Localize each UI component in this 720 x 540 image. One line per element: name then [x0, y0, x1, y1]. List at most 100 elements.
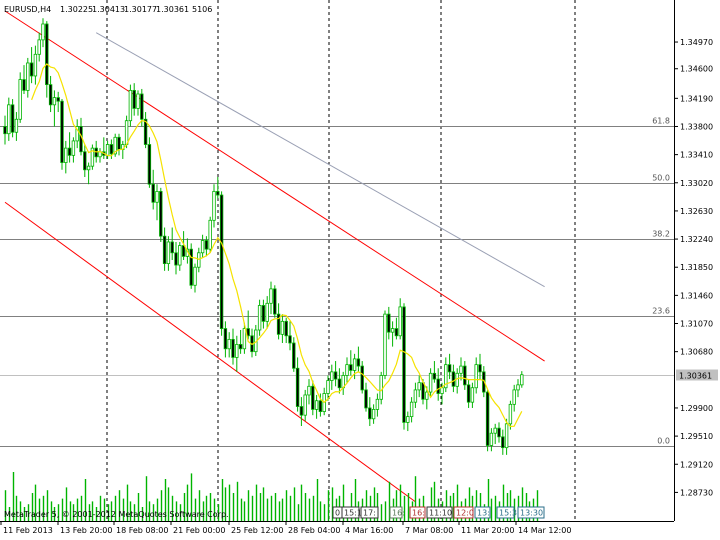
- candle-body: [208, 219, 212, 250]
- candle-body: [159, 191, 163, 237]
- candle: [75, 119, 79, 149]
- event-tag: 13:30: [517, 506, 545, 519]
- candle: [170, 227, 174, 260]
- candle: [67, 132, 72, 163]
- candle-body: [352, 358, 357, 371]
- candle-body: [231, 338, 235, 358]
- candle: [147, 137, 152, 188]
- candle-body: [147, 144, 152, 185]
- candle-body: [299, 406, 304, 416]
- candle: [379, 371, 383, 405]
- event-tag-label: 16:: [392, 509, 405, 518]
- candle: [292, 337, 296, 372]
- candle: [197, 247, 201, 273]
- candle-body: [151, 183, 155, 203]
- event-tag: 17:: [360, 506, 379, 519]
- ma-line: [31, 63, 523, 428]
- candle-body: [489, 432, 494, 446]
- candle: [368, 397, 372, 426]
- y-tick-label: 1.29900: [680, 404, 713, 413]
- candle-body: [238, 344, 243, 350]
- candle: [223, 321, 228, 358]
- event-tag-box: [389, 506, 403, 519]
- candle: [466, 379, 471, 408]
- y-tick-label: 1.31460: [680, 291, 713, 300]
- candle-body: [223, 328, 228, 350]
- candle: [10, 99, 15, 138]
- y-tick-label: 1.28730: [680, 488, 713, 497]
- candle-body: [311, 385, 315, 410]
- event-tag-label: 16:: [412, 509, 425, 518]
- candle-body: [33, 53, 38, 77]
- candle: [352, 353, 357, 380]
- candle-body: [470, 387, 475, 403]
- y-tick-label: 1.31850: [680, 263, 713, 272]
- candle-body: [45, 23, 49, 86]
- event-tag: 13:: [474, 506, 491, 519]
- candle: [155, 184, 159, 221]
- candle-body: [3, 126, 7, 135]
- event-tag-label: 15:1: [344, 509, 362, 518]
- candle: [390, 321, 395, 347]
- x-tick-label: 4 Mar 16:00: [345, 526, 393, 535]
- candle-body: [330, 371, 334, 381]
- candle-body: [383, 313, 387, 376]
- candle-body: [459, 365, 463, 374]
- candle: [7, 97, 11, 141]
- candle: [26, 57, 30, 98]
- candle-body: [379, 375, 383, 400]
- candle-body: [273, 288, 277, 315]
- candle-body: [474, 364, 478, 389]
- candle: [52, 90, 57, 127]
- header-close: 1.30361: [156, 5, 189, 14]
- fib-label-2: 38.2: [652, 230, 670, 239]
- candle-body: [504, 423, 509, 449]
- candle: [447, 353, 452, 380]
- event-tag-box: [496, 506, 515, 519]
- candle-body: [421, 382, 425, 400]
- candle-body: [276, 313, 281, 335]
- candle: [417, 375, 421, 398]
- candle-body: [417, 382, 421, 391]
- candle-body: [155, 191, 159, 203]
- candle: [436, 368, 440, 401]
- candle: [60, 99, 64, 170]
- candle-body: [478, 364, 482, 373]
- candle-body: [83, 151, 87, 171]
- candle: [520, 371, 524, 388]
- candle-body: [105, 144, 110, 156]
- candle-body: [124, 120, 129, 145]
- candle: [128, 84, 133, 127]
- candle: [504, 418, 509, 455]
- candle: [181, 231, 186, 260]
- candle-body: [375, 398, 380, 410]
- candle-body: [37, 39, 41, 55]
- event-tags: 0 15:1 17: 16: 16: 11:10 12:0 13: 15:3 13:30: [332, 506, 545, 519]
- event-tag: 16:: [389, 506, 405, 519]
- candle-body: [295, 367, 300, 407]
- candle: [261, 299, 266, 329]
- candle: [512, 384, 516, 412]
- x-tick-label: 11 Mar 20:00: [461, 526, 514, 535]
- candle-body: [463, 365, 467, 386]
- candle-body: [242, 328, 247, 350]
- candle-body: [466, 384, 471, 403]
- candle: [280, 314, 285, 343]
- candle-body: [136, 93, 140, 109]
- candle-body: [7, 104, 11, 135]
- candle-body: [428, 372, 433, 393]
- candle-body: [349, 364, 353, 371]
- candle: [71, 137, 76, 163]
- event-tag-label: 0: [335, 509, 340, 518]
- event-tag-label: 15:3: [499, 509, 517, 518]
- y-tick-label: 1.33800: [680, 122, 713, 131]
- trend-lines: [4, 10, 545, 503]
- candle-body: [337, 378, 342, 389]
- candle-body: [216, 191, 220, 196]
- candle: [295, 357, 300, 412]
- moving-average: [31, 63, 523, 428]
- candle-body: [212, 191, 216, 221]
- candle: [485, 389, 490, 452]
